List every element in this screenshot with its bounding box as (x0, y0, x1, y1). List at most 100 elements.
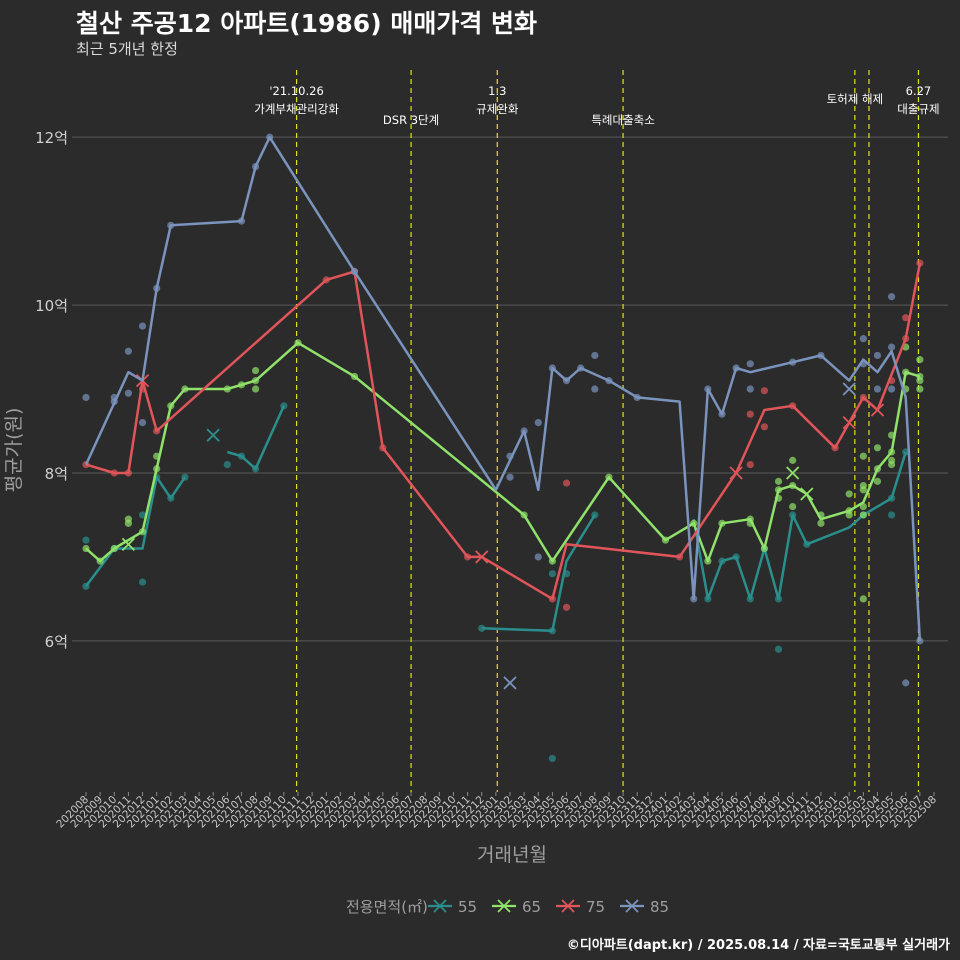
data-point-55 (82, 536, 90, 544)
data-point-85 (746, 385, 754, 393)
y-tick-label: 10억 (35, 297, 68, 315)
data-point-55 (138, 511, 147, 519)
cancelled-mark-65 (786, 466, 800, 480)
series-65 (82, 339, 924, 603)
cancelled-mark-75 (842, 415, 856, 430)
data-point-55 (888, 511, 896, 519)
cancelled-mark-75 (729, 466, 743, 480)
data-point-65 (888, 460, 896, 469)
legend-key-cross-75 (561, 899, 575, 913)
grid-layer (72, 136, 948, 642)
data-point-55 (548, 754, 557, 763)
data-point-65 (789, 502, 797, 511)
legend-key-cross-85 (625, 899, 639, 913)
data-point-65 (789, 456, 797, 464)
data-point-85 (82, 393, 90, 402)
data-point-75 (916, 259, 924, 267)
data-point-55 (138, 578, 147, 586)
series-line-55 (84, 405, 907, 633)
source-caption: ©디아파트(dapt.kr) / 2025.08.14 / 자료=국토교통부 실… (566, 938, 950, 953)
cancelled-mark-55 (206, 428, 220, 442)
data-point-75 (562, 479, 571, 487)
y-axis-label: 평균가(원) (3, 408, 25, 493)
data-point-65 (916, 377, 924, 385)
legend-entry-65: 65 (522, 898, 541, 916)
legend-entry-85: 85 (650, 898, 669, 916)
x-axis-label: 거래년월 (477, 844, 547, 866)
data-point-85 (888, 293, 896, 301)
series-line-75 (85, 262, 922, 601)
series-75 (82, 259, 924, 611)
cancelled-mark-65 (121, 537, 136, 551)
axis-layer: 거래년월 평균가(원) 6억8억10억12억202008202009202010… (3, 129, 939, 866)
cancelled-mark-85 (503, 676, 517, 690)
data-point-65 (124, 519, 132, 527)
y-tick-label: 6억 (45, 633, 68, 651)
legend: 전용면적(㎡) 55 65 75 85 (346, 898, 669, 916)
legend-key-cross-55 (433, 899, 447, 913)
data-point-85 (873, 351, 882, 360)
series-85 (82, 133, 924, 690)
data-point-85 (591, 385, 599, 393)
series-layer (82, 133, 924, 763)
event-label: 토허제 해제 (827, 92, 884, 106)
data-point-75 (562, 603, 571, 611)
y-tick-label: 8억 (45, 465, 68, 483)
event-label: 6.27 (906, 84, 932, 98)
data-point-75 (902, 314, 910, 322)
data-point-85 (888, 343, 896, 351)
data-point-65 (873, 477, 882, 485)
data-point-65 (859, 595, 867, 603)
event-label: DSR 3단계 (383, 113, 439, 127)
data-point-65 (252, 385, 260, 393)
data-point-85 (124, 347, 132, 355)
data-point-65 (859, 511, 867, 519)
data-point-85 (534, 553, 542, 561)
event-label: 대출규제 (897, 102, 939, 116)
series-line-85 (84, 135, 922, 641)
data-point-65 (916, 356, 924, 364)
series-line-65 (85, 341, 921, 563)
data-point-85 (873, 385, 882, 393)
data-point-55 (774, 645, 783, 653)
data-point-85 (591, 351, 599, 360)
data-point-85 (746, 360, 754, 368)
legend-title: 전용면적(㎡) (346, 898, 428, 916)
data-point-75 (760, 387, 769, 395)
data-point-85 (859, 335, 867, 343)
data-point-65 (845, 511, 853, 519)
data-point-85 (902, 679, 910, 687)
data-point-65 (845, 490, 853, 498)
legend-key-cross-65 (497, 899, 511, 913)
event-label: 특례대출축소 (591, 113, 654, 127)
data-point-75 (760, 423, 769, 431)
event-label: 1.3 (488, 84, 506, 98)
event-label: '21.10.26 (269, 84, 323, 98)
data-point-85 (124, 389, 132, 397)
data-point-65 (916, 385, 924, 393)
data-point-85 (506, 473, 514, 481)
data-point-85 (138, 322, 147, 330)
legend-entry-75: 75 (586, 898, 605, 916)
data-point-65 (817, 519, 825, 527)
data-point-65 (873, 444, 882, 452)
data-point-55 (223, 460, 231, 469)
data-point-65 (859, 452, 867, 460)
data-point-75 (746, 460, 754, 469)
data-point-85 (888, 385, 896, 393)
chart-title: 철산 주공12 아파트(1986) 매매가격 변화 (76, 9, 538, 38)
cancelled-mark-85 (842, 382, 856, 396)
data-point-75 (746, 410, 754, 418)
legend-entry-55: 55 (458, 898, 477, 916)
data-point-65 (859, 486, 867, 494)
y-tick-label: 12억 (35, 129, 68, 147)
cancelled-mark-65 (800, 487, 814, 501)
cancelled-mark-75 (870, 403, 885, 417)
data-point-65 (774, 477, 783, 485)
event-label: 가계부채관리강화 (254, 102, 339, 116)
series-55 (82, 402, 910, 763)
data-point-65 (252, 366, 260, 375)
